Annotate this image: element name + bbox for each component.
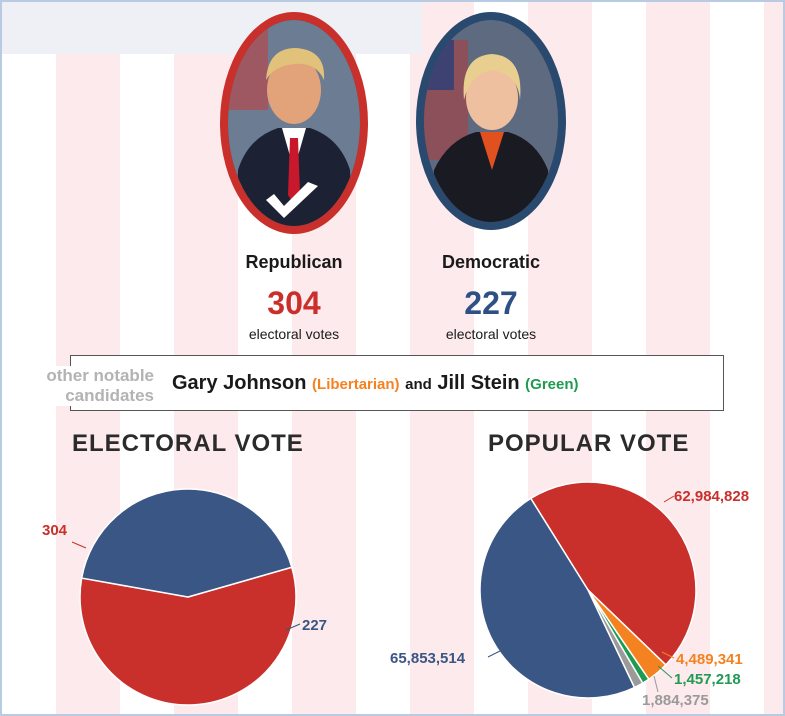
stein-name: Jill Stein <box>437 372 520 394</box>
republican-portrait <box>220 12 368 234</box>
popular-pie-slice-republican <box>529 481 697 666</box>
other-candidates-box <box>70 355 724 411</box>
democratic-electoral-votes: 227 <box>464 285 518 321</box>
popular-data-label-republican: 62,984,828 <box>674 488 749 505</box>
libertarian-party: (Libertarian) <box>312 376 400 393</box>
popular-label-leader <box>657 665 673 679</box>
checkmark-icon <box>266 182 318 218</box>
republican-electoral-votes: 304 <box>267 285 321 321</box>
johnson-name: Gary Johnson <box>172 372 307 394</box>
republican-party-label: Republican <box>245 252 343 272</box>
democratic-party-label: Democratic <box>441 252 541 272</box>
electoral-pie-slice-republican <box>79 566 297 706</box>
popular-data-label-democratic: 65,853,514 <box>390 650 466 667</box>
popular-label-leader <box>663 495 675 503</box>
electoral-data-label-republican: 304 <box>42 522 68 539</box>
democratic-votes-label: electoral votes <box>445 326 537 342</box>
popular-data-label-other: 1,884,375 <box>642 692 709 709</box>
top-band <box>2 2 422 54</box>
other-candidates-line: Gary Johnson (Libertarian) and Jill Stei… <box>172 372 579 395</box>
popular-label-leader <box>661 651 675 659</box>
democratic-portrait <box>416 12 566 230</box>
popular-vote-title: POPULAR VOTE <box>488 430 690 457</box>
popular-label-leader <box>653 675 659 693</box>
republican-votes-label: electoral votes <box>248 326 340 342</box>
electoral-pie-slice-democratic <box>80 488 293 598</box>
other-candidates-label: other notable candidates <box>6 366 154 406</box>
electoral-label-leader <box>285 623 301 631</box>
democratic-photo-icon <box>424 20 558 222</box>
popular-data-label-libertarian: 4,489,341 <box>676 651 743 668</box>
and-text: and <box>405 376 432 393</box>
green-party: (Green) <box>525 376 579 393</box>
republican-photo-icon <box>228 20 360 226</box>
popular-data-label-green: 1,457,218 <box>674 671 741 688</box>
popular-label-leader <box>487 649 503 658</box>
electoral-data-label-democratic: 227 <box>302 617 327 634</box>
electoral-vote-title: ELECTORAL VOTE <box>72 430 304 457</box>
electoral-label-leader <box>71 541 87 549</box>
popular-pie-slice-democratic <box>479 497 636 699</box>
